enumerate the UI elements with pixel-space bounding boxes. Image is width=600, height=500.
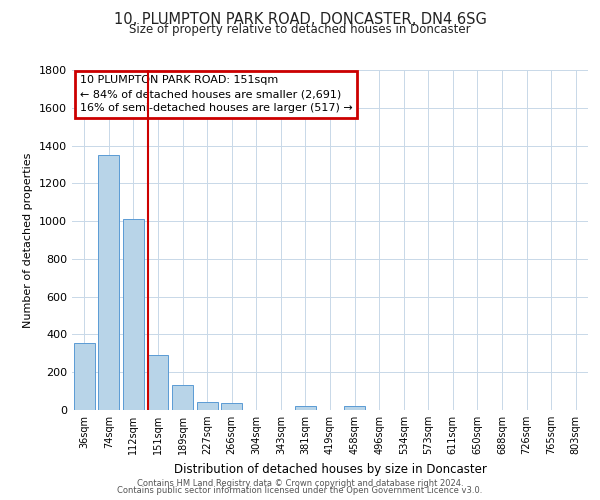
Text: 10 PLUMPTON PARK ROAD: 151sqm
← 84% of detached houses are smaller (2,691)
16% o: 10 PLUMPTON PARK ROAD: 151sqm ← 84% of d… [80,75,352,113]
Text: Contains HM Land Registry data © Crown copyright and database right 2024.: Contains HM Land Registry data © Crown c… [137,478,463,488]
Bar [197,402,218,410]
Bar [148,355,169,410]
Bar [344,406,365,410]
Bar [221,404,242,410]
Bar [98,155,119,410]
Y-axis label: Number of detached properties: Number of detached properties [23,152,34,328]
Bar [295,406,316,410]
X-axis label: Distribution of detached houses by size in Doncaster: Distribution of detached houses by size … [173,462,487,475]
Text: Size of property relative to detached houses in Doncaster: Size of property relative to detached ho… [129,22,471,36]
Text: Contains public sector information licensed under the Open Government Licence v3: Contains public sector information licen… [118,486,482,495]
Bar [123,219,144,410]
Text: 10, PLUMPTON PARK ROAD, DONCASTER, DN4 6SG: 10, PLUMPTON PARK ROAD, DONCASTER, DN4 6… [113,12,487,28]
Bar [74,343,95,410]
Bar [172,386,193,410]
